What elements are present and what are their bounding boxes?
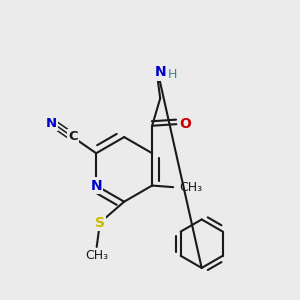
Text: N: N xyxy=(46,117,57,130)
Text: CH₃: CH₃ xyxy=(179,181,202,194)
Text: N: N xyxy=(155,65,167,80)
Text: O: O xyxy=(179,117,191,131)
Text: S: S xyxy=(95,216,105,230)
Text: N: N xyxy=(90,178,102,193)
Text: CH₃: CH₃ xyxy=(85,248,108,262)
Text: H: H xyxy=(168,68,177,81)
Text: C: C xyxy=(68,130,78,143)
